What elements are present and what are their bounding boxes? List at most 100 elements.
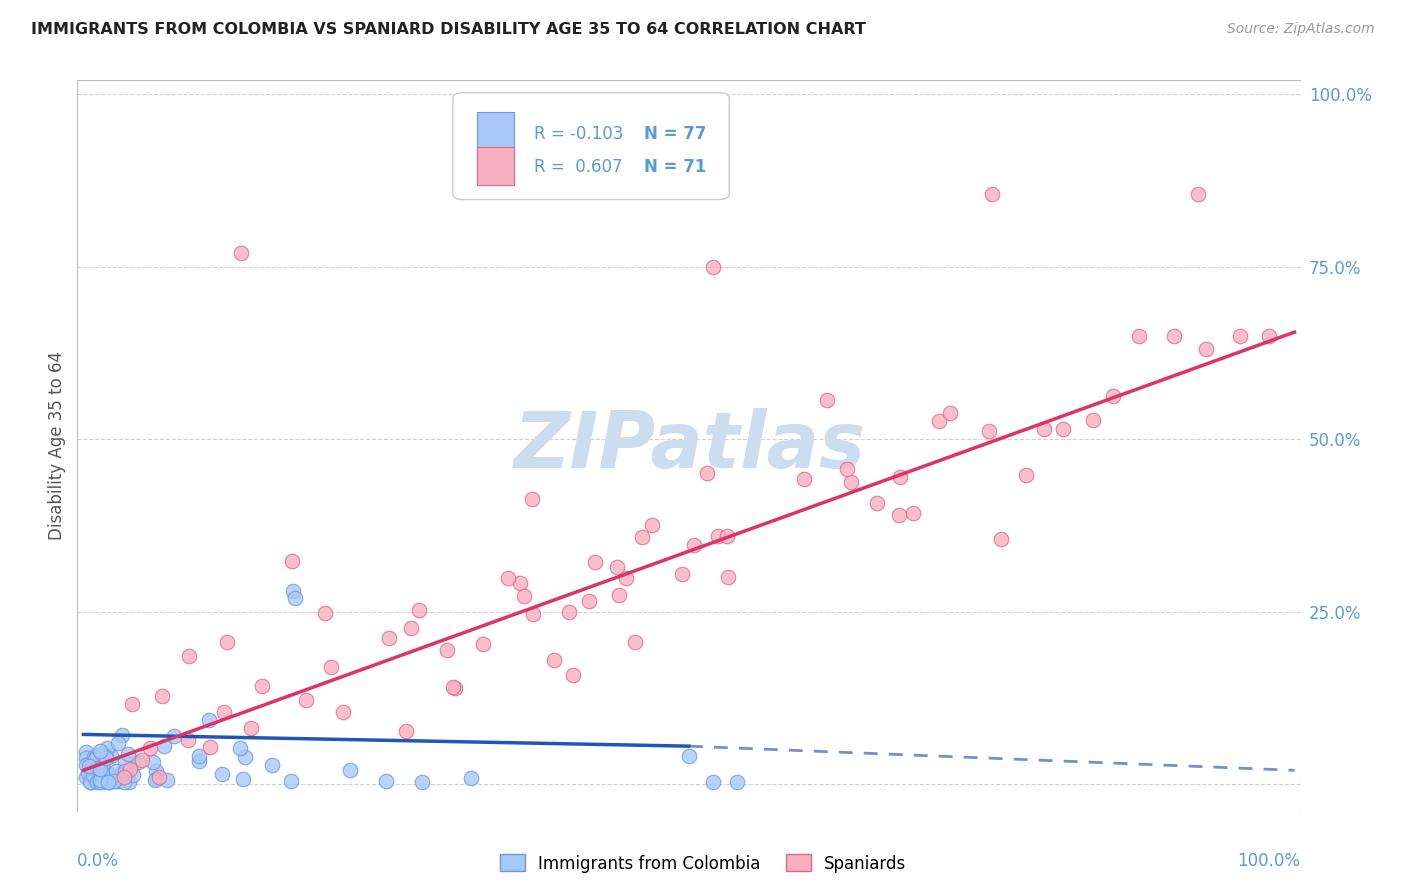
Point [93, 771, 115, 785]
Point [471, 637, 494, 651]
Point [139, 741, 162, 756]
Point [980, 187, 1002, 202]
Point [145, 772, 167, 786]
Point [89, 772, 111, 787]
Point [75, 751, 97, 765]
Point [103, 773, 125, 788]
Point [815, 393, 838, 408]
Point [683, 538, 706, 552]
Point [561, 668, 583, 682]
Point [671, 566, 693, 581]
Point [96, 765, 118, 780]
Point [1032, 422, 1054, 436]
Point [79, 775, 101, 789]
Point [94, 751, 117, 765]
Text: N = 77: N = 77 [644, 125, 706, 143]
Point [111, 728, 134, 742]
Point [127, 755, 149, 769]
Point [131, 753, 153, 767]
Point [76, 766, 98, 780]
Point [624, 635, 647, 649]
Point [990, 532, 1012, 546]
Point [928, 413, 950, 427]
Point [1128, 328, 1150, 343]
Point [91, 767, 114, 781]
Point [200, 740, 222, 755]
Point [496, 571, 519, 585]
Point [177, 649, 200, 664]
Point [339, 764, 361, 778]
Point [460, 772, 482, 786]
Point [104, 764, 127, 778]
FancyBboxPatch shape [477, 147, 515, 185]
Point [75, 757, 97, 772]
Point [702, 775, 724, 789]
Point [163, 729, 186, 743]
Point [793, 472, 815, 486]
Point [90, 766, 112, 780]
Point [96, 741, 118, 756]
Point [375, 774, 398, 789]
Legend: Immigrants from Colombia, Spaniards: Immigrants from Colombia, Spaniards [494, 847, 912, 880]
Point [281, 554, 304, 568]
Point [148, 770, 170, 784]
Point [215, 634, 238, 648]
Point [614, 571, 637, 585]
Point [395, 724, 418, 739]
Point [107, 736, 129, 750]
Text: R = -0.103: R = -0.103 [534, 125, 623, 143]
Point [401, 621, 423, 635]
Point [866, 496, 889, 510]
Point [901, 506, 924, 520]
Point [79, 766, 101, 780]
Point [707, 529, 730, 543]
Point [1081, 413, 1104, 427]
Point [94, 749, 117, 764]
Text: IMMIGRANTS FROM COLOMBIA VS SPANIARD DISABILITY AGE 35 TO 64 CORRELATION CHART: IMMIGRANTS FROM COLOMBIA VS SPANIARD DIS… [31, 22, 866, 37]
Point [716, 529, 738, 543]
Point [93, 770, 115, 784]
Point [233, 749, 256, 764]
Point [294, 693, 316, 707]
Point [436, 643, 458, 657]
Point [187, 754, 209, 768]
Point [520, 492, 543, 507]
Point [606, 560, 628, 574]
Point [93, 774, 115, 789]
Text: ZIPatlas: ZIPatlas [513, 408, 865, 484]
Point [1229, 328, 1251, 343]
Point [112, 774, 135, 789]
Point [82, 770, 104, 784]
Point [91, 758, 114, 772]
Point [444, 681, 467, 696]
Text: 0.0%: 0.0% [77, 852, 120, 870]
Point [332, 705, 354, 719]
Point [112, 770, 135, 784]
Point [86, 761, 108, 775]
Point [231, 772, 253, 786]
Point [114, 756, 136, 770]
Point [142, 755, 165, 769]
Point [284, 591, 307, 605]
Point [977, 424, 1000, 438]
Point [543, 653, 565, 667]
Point [87, 767, 110, 781]
Point [118, 762, 141, 776]
Text: R =  0.607: R = 0.607 [534, 158, 621, 176]
Point [1195, 342, 1218, 356]
Point [578, 594, 600, 608]
Point [121, 768, 143, 782]
Point [90, 771, 112, 785]
Point [512, 590, 534, 604]
Point [240, 721, 263, 735]
Point [280, 773, 302, 788]
Point [89, 763, 111, 777]
Point [887, 508, 910, 522]
Point [79, 758, 101, 772]
Point [143, 772, 166, 787]
Point [75, 745, 97, 759]
Point [1163, 328, 1185, 343]
Point [89, 743, 111, 757]
Point [250, 679, 273, 693]
Point [1187, 187, 1209, 202]
